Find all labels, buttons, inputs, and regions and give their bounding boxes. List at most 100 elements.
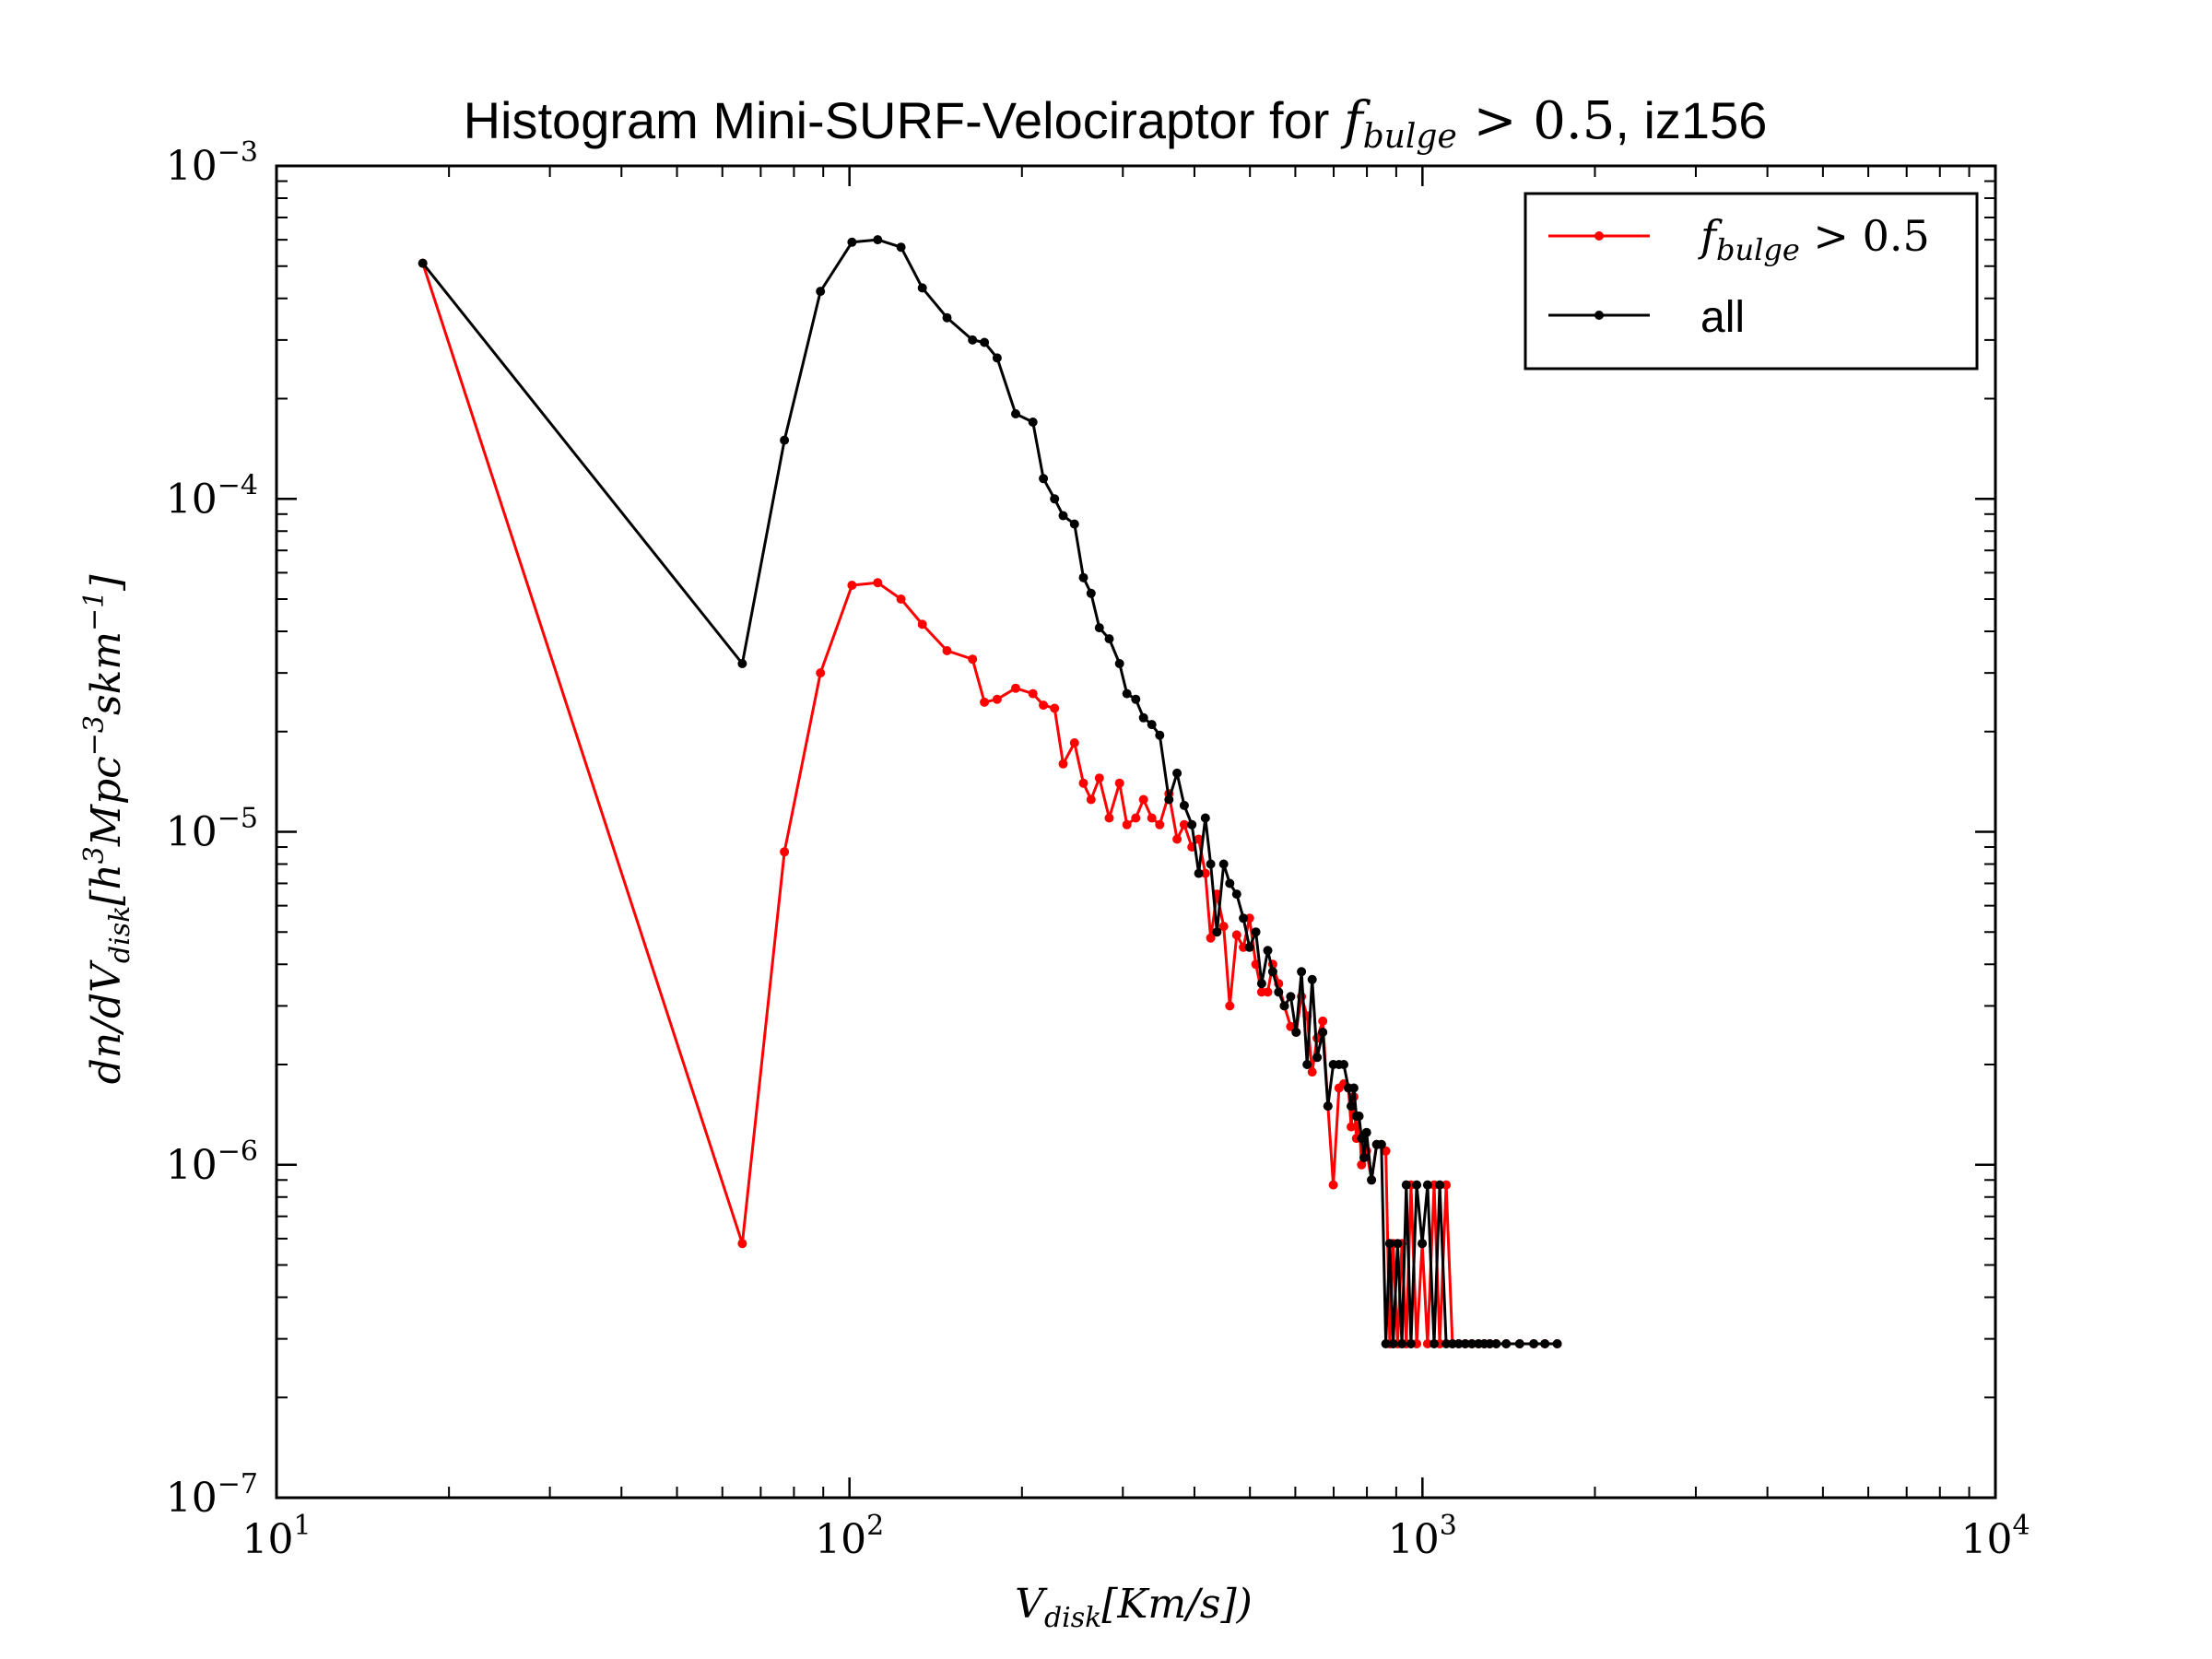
y-tick-label: 10−7 — [166, 1468, 258, 1522]
data-point-bulge — [1231, 930, 1241, 940]
tick-labels: 101 102 103 104 10−7 10−6 10−5 10−4 10−3 — [166, 136, 2030, 1563]
legend-label-bulge-sub: bulge — [1716, 232, 1800, 267]
data-point-all — [1164, 794, 1174, 805]
data-point-bulge — [1122, 819, 1132, 830]
data-point-all — [847, 237, 857, 247]
data-point-all — [1218, 859, 1229, 869]
data-point-all — [1297, 967, 1307, 977]
data-point-all — [896, 242, 906, 253]
data-point-all — [1514, 1339, 1524, 1348]
data-point-all — [1187, 819, 1197, 830]
chart-title-suffix: , iz156 — [1615, 91, 1767, 149]
data-point-all — [1367, 1175, 1377, 1185]
data-point-all — [1206, 859, 1216, 869]
data-point-all — [1291, 1028, 1301, 1037]
data-point-all — [1339, 1060, 1348, 1069]
data-point-bulge — [917, 619, 927, 629]
data-point-all — [1131, 694, 1141, 704]
x-axis-label-rest: [Km/s]) — [1101, 1581, 1253, 1628]
legend: fbulge > 0.5 all — [1524, 192, 1979, 371]
data-point-all — [1172, 768, 1182, 778]
data-point-all — [1435, 1180, 1445, 1190]
data-point-all — [968, 335, 978, 345]
data-point-bulge — [942, 646, 952, 655]
data-point-bulge — [1441, 1180, 1452, 1190]
y-axis-label-a: dn/dV — [83, 959, 130, 1084]
data-point-all — [1286, 992, 1296, 1002]
data-point-bulge — [1381, 1146, 1391, 1156]
legend-marker-all — [1594, 311, 1604, 320]
data-point-all — [816, 287, 826, 297]
data-point-all — [1279, 1001, 1289, 1011]
data-point-all — [1104, 634, 1114, 644]
y-axis-label-c: Mpc — [83, 756, 130, 847]
data-point-bulge — [1286, 1021, 1296, 1031]
data-point-bulge — [847, 581, 857, 590]
data-point-bulge — [1147, 813, 1157, 823]
data-point-bulge — [1086, 794, 1096, 805]
data-point-all — [1147, 720, 1157, 730]
x-tick-label: 104 — [1960, 1510, 2030, 1563]
data-point-bulge — [1028, 688, 1038, 699]
data-point-bulge — [968, 654, 978, 665]
data-point-bulge — [1318, 1016, 1328, 1026]
data-point-all — [1086, 588, 1096, 598]
data-point-all — [1058, 511, 1068, 521]
data-point-all — [1179, 800, 1189, 810]
data-point-all — [1348, 1083, 1359, 1093]
data-point-all — [1384, 1239, 1394, 1249]
data-point-bulge — [1039, 700, 1049, 711]
data-point-all — [418, 258, 428, 268]
data-point-all — [1453, 1339, 1464, 1348]
x-axis-label: Vdisk[Km/s]) — [1015, 1581, 1253, 1634]
data-point-all — [1401, 1180, 1411, 1190]
y-axis-label-sup1: 3 — [78, 846, 111, 864]
data-point-all — [1491, 1339, 1501, 1348]
data-point-bulge — [1131, 813, 1141, 823]
data-point-all — [1393, 1239, 1403, 1249]
x-tick-label: 101 — [241, 1510, 311, 1563]
data-point-all — [1244, 942, 1254, 952]
data-point-bulge — [1328, 1180, 1338, 1190]
data-point-all — [1359, 1153, 1369, 1163]
data-point-all — [1418, 1239, 1428, 1249]
data-point-all — [980, 337, 990, 347]
data-point-all — [1194, 868, 1204, 878]
data-point-bulge — [1050, 703, 1060, 713]
data-point-all — [1028, 418, 1038, 427]
data-point-bulge — [1138, 794, 1148, 805]
legend-label-bulge-rest: > 0.5 — [1800, 211, 1930, 261]
y-axis-label-sub: disk — [104, 906, 136, 963]
data-point-all — [1312, 1053, 1323, 1063]
data-point-all — [1114, 659, 1124, 668]
data-point-all — [1354, 1112, 1364, 1121]
data-point-all — [873, 235, 883, 245]
data-point-all — [1318, 1028, 1328, 1037]
data-point-all — [1011, 409, 1020, 418]
data-point-all — [1381, 1339, 1391, 1348]
data-point-bulge — [896, 594, 906, 604]
y-axis-label-sup3: −1 — [78, 591, 111, 631]
data-point-all — [1430, 1339, 1439, 1348]
data-point-all — [1412, 1180, 1422, 1190]
data-point-all — [1307, 974, 1317, 984]
data-point-all — [1485, 1339, 1495, 1348]
data-point-bulge — [1357, 1159, 1367, 1170]
data-point-bulge — [1422, 1339, 1432, 1348]
data-point-all — [1376, 1139, 1386, 1149]
data-point-all — [1200, 813, 1210, 823]
data-point-all — [1361, 1127, 1371, 1137]
data-point-all — [1050, 494, 1060, 504]
chart-title-math-sub: bulge — [1363, 118, 1457, 156]
data-point-all — [1323, 1101, 1333, 1112]
y-axis-label: dn/dVdisk[h3Mpc−3skm−1] — [78, 574, 136, 1085]
data-point-bulge — [992, 694, 1002, 704]
data-point-bulge — [1200, 868, 1210, 878]
data-point-bulge — [1058, 759, 1068, 769]
data-point-bulge — [1179, 819, 1189, 830]
data-point-all — [1347, 1101, 1356, 1112]
y-tick-label: 10−4 — [166, 469, 258, 523]
x-axis-label-sub: disk — [1044, 1602, 1101, 1634]
y-tick-label: 10−5 — [166, 803, 258, 856]
